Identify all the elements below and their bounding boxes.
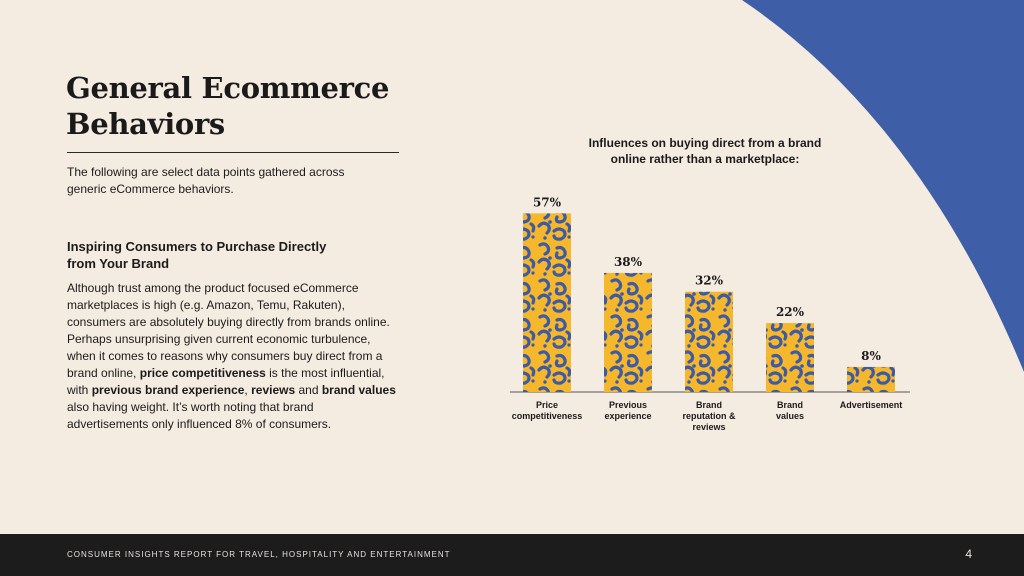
body-text-4: and (295, 383, 322, 397)
bar-3 (766, 323, 814, 392)
body-text-1: Although trust among the product focused… (67, 281, 390, 380)
page-title: General Ecommerce Behaviors (66, 70, 426, 142)
bar-chart: 57% Price competitiveness 38% Previous experi… (510, 195, 910, 432)
bar-4 (847, 366, 895, 392)
page-title-line-1: General Ecommerce (66, 71, 390, 105)
body-bold-values: brand values (321, 383, 396, 397)
category-label-1: Previous experience (604, 400, 651, 421)
bar-value-label-4: 8% (861, 349, 881, 363)
bar-value-label-1: 38% (614, 255, 643, 269)
body-bold-experience: previous brand experience (91, 383, 245, 397)
bar-1 (604, 272, 652, 392)
category-label-3: Brand values (776, 400, 804, 421)
chart-title-line-1: Influences on buying direct from a brand (588, 136, 822, 150)
category-label-2: Brand reputation & reviews (683, 400, 736, 432)
body-bold-reviews: reviews (251, 383, 296, 397)
bar-2 (685, 291, 733, 392)
bar-value-label-2: 32% (695, 274, 724, 288)
bar-value-label-3: 22% (776, 305, 805, 319)
page-title-line-2: Behaviors (66, 107, 225, 141)
subheading-line-2: from Your Brand (67, 256, 170, 271)
body-text-5: also having weight. It’s worth noting th… (67, 400, 332, 431)
bar-value-label-0: 57% (533, 195, 562, 209)
bar-0 (523, 213, 571, 392)
title-divider (67, 152, 399, 153)
category-label-4: Advertisement (840, 400, 903, 410)
body-bold-price: price competitiveness (139, 366, 266, 380)
category-label-0: Price competitiveness (512, 400, 583, 421)
body-paragraph: Although trust among the product focused… (67, 280, 397, 433)
chart-title: Influences on buying direct from a brand… (540, 135, 870, 167)
page-number: 4 (965, 547, 972, 561)
section-subheading: Inspiring Consumers to Purchase Directly… (67, 238, 397, 272)
body-text-3: , (244, 383, 252, 397)
body-text-2: is the most influential, with (67, 366, 385, 397)
intro-text: The following are select data points gat… (67, 165, 345, 196)
footer-report-title: CONSUMER INSIGHTS REPORT FOR TRAVEL, HOS… (67, 550, 451, 559)
chart-title-line-2: online rather than a marketplace: (610, 152, 800, 166)
subheading-line-1: Inspiring Consumers to Purchase Directly (67, 239, 327, 254)
footer-bar: CONSUMER INSIGHTS REPORT FOR TRAVEL, HOS… (0, 534, 1024, 576)
